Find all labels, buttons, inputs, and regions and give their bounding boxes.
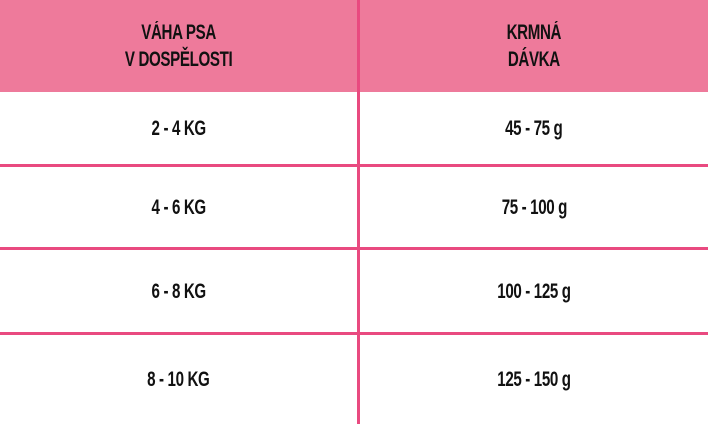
header-dog-weight: VÁHA PSA V DOSPĚLOSTI: [0, 0, 357, 92]
column-divider: [357, 0, 360, 424]
table-header: [0, 0, 708, 92]
table-cell-dose: 125 - 150 g: [497, 368, 571, 391]
table-cell-dose: 100 - 125 g: [497, 280, 571, 303]
table-cell-dose: 45 - 75 g: [505, 117, 563, 140]
header-label: VÁHA PSA V DOSPĚLOSTI: [124, 21, 233, 71]
row-divider: [0, 247, 708, 250]
table-cell-weight: 2 - 4 KG: [151, 117, 206, 140]
header-feeding-dose: KRMNÁ DÁVKA: [360, 0, 708, 92]
table-cell-weight: 4 - 6 KG: [151, 196, 206, 219]
table-cell-weight: 8 - 10 KG: [147, 368, 210, 391]
row-divider: [0, 164, 708, 167]
row-divider: [0, 332, 708, 335]
table-cell-dose: 75 - 100 g: [501, 196, 567, 219]
header-label: KRMNÁ DÁVKA: [506, 21, 562, 71]
table-cell-weight: 6 - 8 KG: [151, 280, 206, 303]
